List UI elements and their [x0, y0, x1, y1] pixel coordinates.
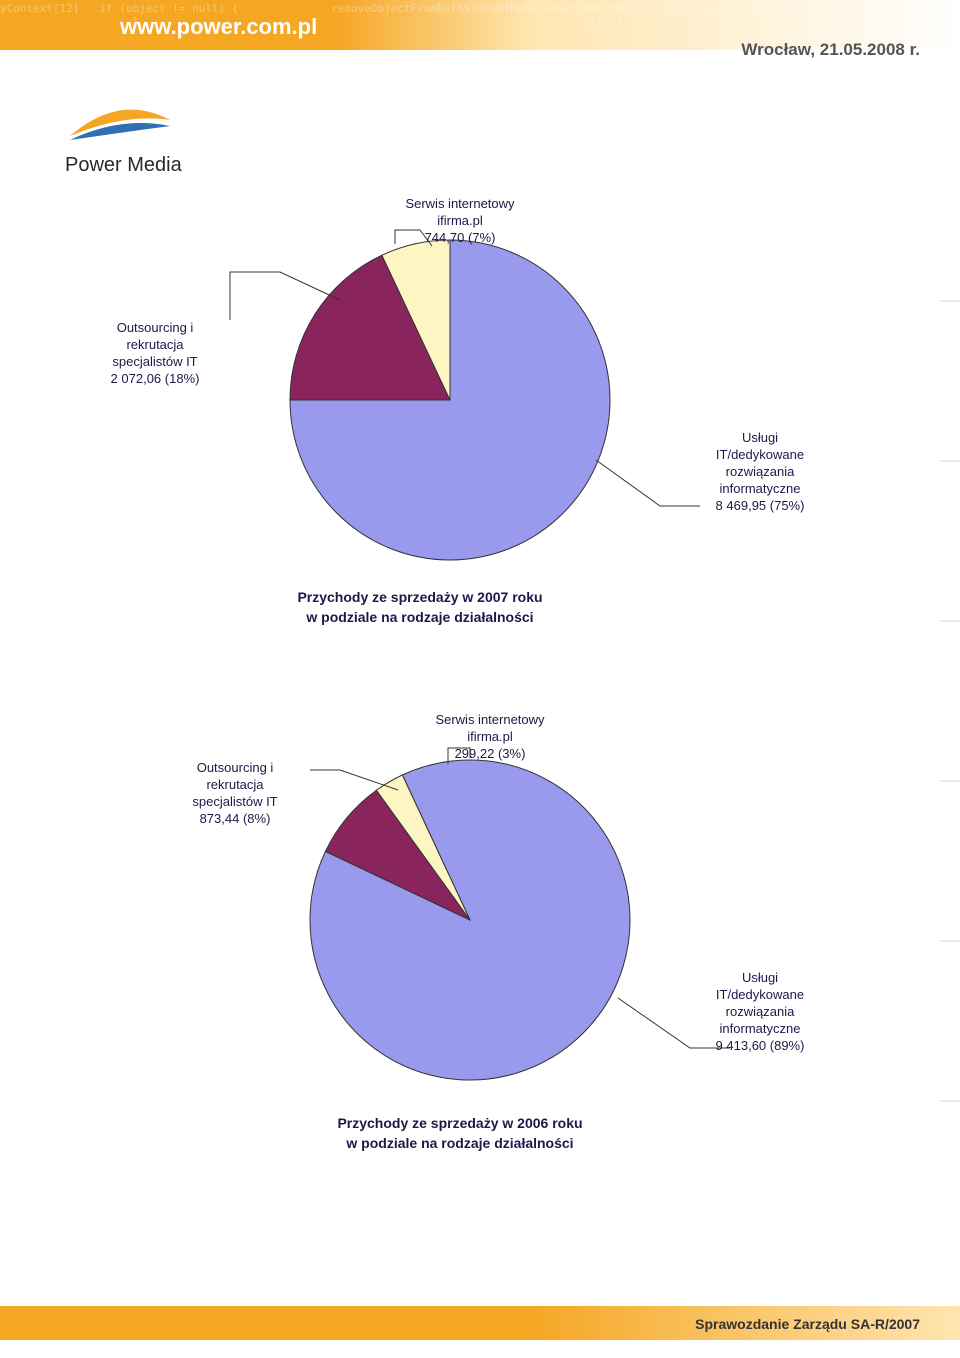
pie-slice — [310, 760, 630, 1080]
pie-slice-label: Serwis internetowyifirma.pl299,22 (3%) — [400, 712, 580, 763]
pie-slice-label: Serwis internetowyifirma.pl744,70 (7%) — [370, 196, 550, 247]
pie-slice — [382, 240, 450, 400]
header-url: www.power.com.pl — [120, 14, 317, 40]
chart-title: Przychody ze sprzedaży w 2006 rokuw podz… — [260, 1114, 660, 1153]
pie-slice-label: Outsourcing irekrutacjaspecjalistów IT87… — [155, 760, 315, 828]
pie-slice-label: UsługiIT/dedykowanerozwiązaniainformatyc… — [680, 430, 840, 514]
side-tick — [940, 300, 960, 302]
leader-line — [230, 272, 340, 320]
side-tick — [940, 940, 960, 942]
chart-title: Przychody ze sprzedaży w 2007 rokuw podz… — [220, 588, 620, 627]
header-date: Wrocław, 21.05.2008 r. — [741, 40, 920, 60]
side-tick — [940, 1100, 960, 1102]
pie-slice — [290, 255, 450, 400]
pie-slice-label: UsługiIT/dedykowanerozwiązaniainformatyc… — [680, 970, 840, 1054]
logo-swoosh-icon — [65, 98, 175, 148]
side-tick — [940, 620, 960, 622]
pie-slice — [325, 790, 470, 920]
leader-line — [310, 770, 398, 790]
pie-slice-label: Outsourcing irekrutacjaspecjalistów IT2 … — [75, 320, 235, 388]
logo-text: Power Media — [65, 154, 205, 177]
pie-slice — [290, 240, 610, 560]
pie-slice — [376, 775, 470, 920]
side-tick — [940, 460, 960, 462]
side-tick — [940, 780, 960, 782]
footer-text: Sprawozdanie Zarządu SA-R/2007 — [695, 1316, 920, 1332]
logo: Power Media — [65, 98, 205, 177]
